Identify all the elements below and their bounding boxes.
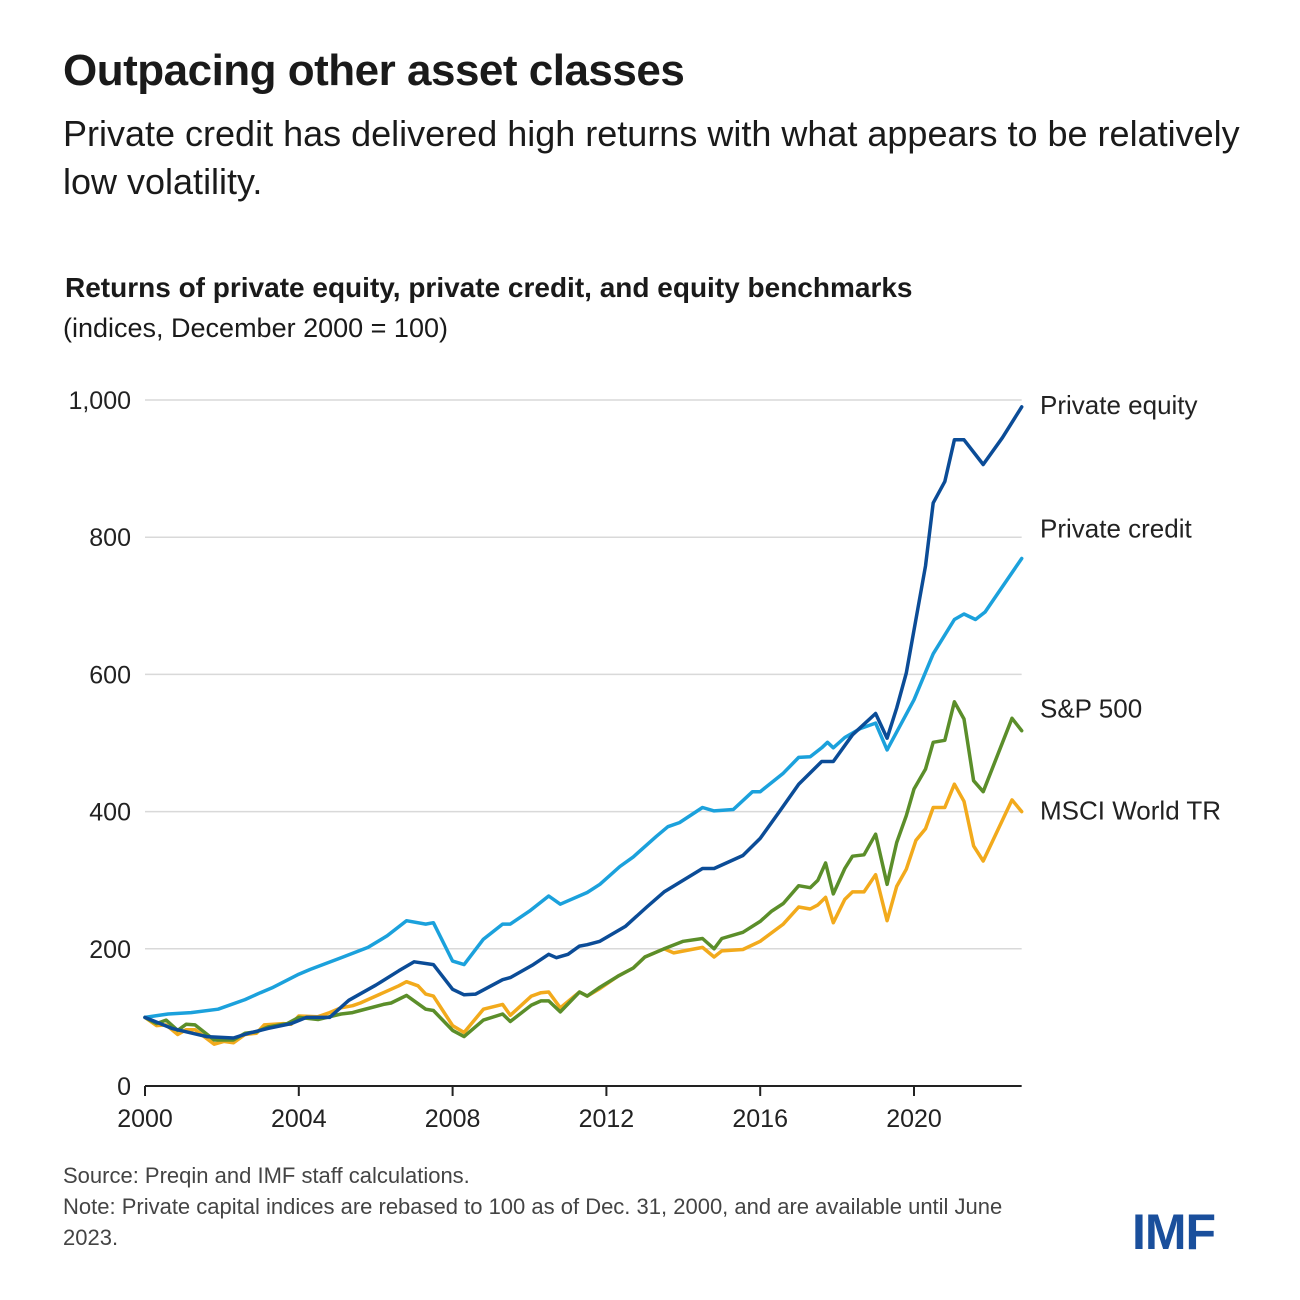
chart-title: Returns of private equity, private credi… (65, 272, 913, 303)
x-tick-label: 2012 (579, 1105, 635, 1133)
data-note: Note: Private capital indices are rebase… (63, 1194, 1003, 1250)
y-tick-label: 200 (89, 936, 131, 964)
series-lines (143, 405, 1024, 1046)
series-label: S&P 500 (1040, 694, 1142, 724)
series-line-s-p-500 (143, 700, 1024, 1042)
gridlines (145, 399, 1022, 950)
x-tick-label: 2016 (732, 1105, 788, 1133)
y-tick-label: 0 (117, 1073, 131, 1101)
series-label: Private equity (1040, 390, 1198, 420)
y-tick-label: 800 (89, 524, 131, 552)
series-labels: Private equity Private credit S&P 500 MSCI … (1040, 390, 1221, 826)
source-note: Source: Preqin and IMF staff calculation… (63, 1163, 470, 1188)
y-tick-label: 1,000 (68, 387, 131, 415)
x-tick-label: 2004 (271, 1105, 327, 1133)
page-title: Outpacing other asset classes (63, 46, 685, 95)
imf-logo: IMF (1132, 1204, 1216, 1260)
x-tick-label: 2008 (425, 1105, 481, 1133)
series-line-private-equity (143, 405, 1024, 1040)
footnotes: Source: Preqin and IMF staff calculation… (63, 1160, 1043, 1253)
y-tick-label: 400 (89, 799, 131, 827)
series-label: MSCI World TR (1040, 796, 1221, 826)
y-tick-label: 600 (89, 661, 131, 689)
series-label: Private credit (1040, 513, 1192, 543)
series-line-msci-world-tr (143, 782, 1024, 1046)
x-axis: 2000 2004 2008 2012 2016 2020 (117, 1085, 1022, 1133)
chart-subtitle: (indices, December 2000 = 100) (63, 313, 448, 343)
x-tick-label: 2020 (886, 1105, 942, 1133)
page-subtitle: Private credit has delivered high return… (63, 113, 1240, 202)
series-line-private-credit (143, 556, 1024, 1020)
y-axis: 0 200 400 600 800 1,000 (68, 387, 131, 1101)
x-tick-label: 2000 (117, 1105, 173, 1133)
